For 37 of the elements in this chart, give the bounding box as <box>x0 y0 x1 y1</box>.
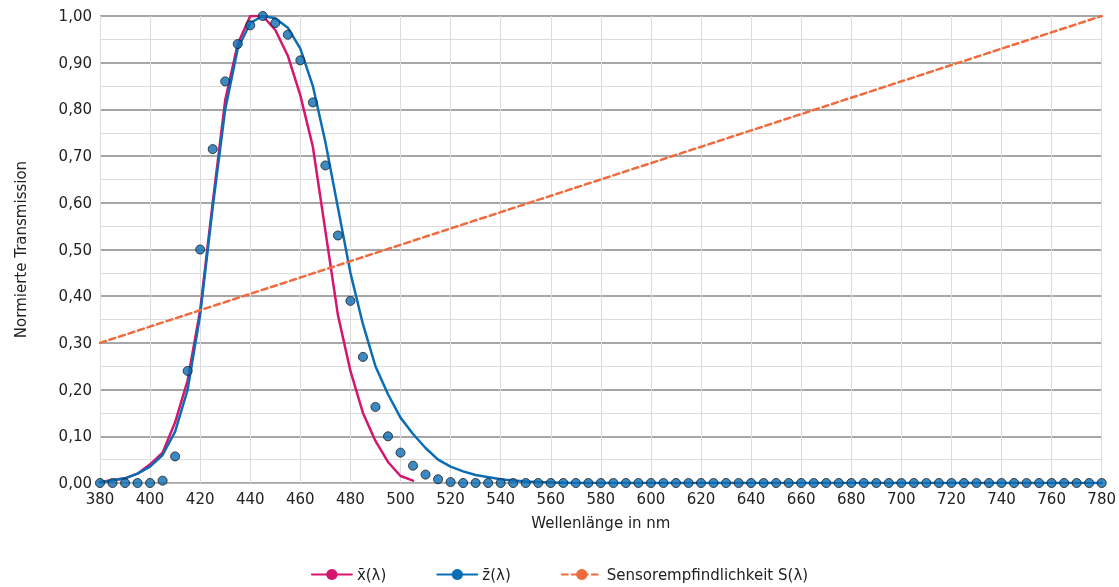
y-tick-label: 0,90 <box>58 53 92 72</box>
x-tick-label: 680 <box>836 489 866 508</box>
x-tick-label: 760 <box>1037 489 1066 508</box>
legend-label: Sensorempfindlichkeit S(λ) <box>606 565 809 584</box>
x-tick-label: 720 <box>937 489 966 508</box>
y-tick-label: 0,20 <box>58 380 92 399</box>
x-tick-label: 580 <box>586 489 616 508</box>
x-tick-label: 400 <box>135 489 165 508</box>
y-tick-label: 0,30 <box>58 333 92 352</box>
x-tick-label: 540 <box>486 489 515 508</box>
x-tick-label: 700 <box>887 489 916 508</box>
y-tick-label: 0,00 <box>58 474 92 492</box>
x-tick-label: 520 <box>436 489 465 508</box>
y-tick-label: 0,60 <box>58 193 92 212</box>
x-tick-label: 600 <box>636 489 666 508</box>
x-tick-label: 480 <box>336 489 365 508</box>
x-tick-label: 660 <box>786 489 816 508</box>
x-axis-title: Wellenlänge in nm <box>531 513 671 532</box>
x-tick-label: 640 <box>736 489 766 508</box>
legend-label: x̄(λ) <box>356 565 387 584</box>
legend-label: z̄(λ) <box>482 565 511 584</box>
y-tick-label: 0,50 <box>58 240 92 259</box>
x-tick-label: 560 <box>536 489 566 508</box>
y-tick-label: 0,70 <box>58 147 92 166</box>
y-tick-label: 1,00 <box>58 7 92 25</box>
x-tick-label: 740 <box>987 489 1016 508</box>
x-tick-label: 780 <box>1087 489 1117 508</box>
y-tick-label: 0,80 <box>58 100 92 119</box>
x-tick-label: 500 <box>386 489 415 508</box>
x-tick-label: 460 <box>286 489 315 508</box>
x-tick-label: 380 <box>85 489 115 508</box>
x-tick-label: 440 <box>235 489 265 508</box>
y-axis-title: Normierte Transmission <box>11 160 30 339</box>
y-tick-label: 0,40 <box>58 287 92 306</box>
y-tick-label: 0,10 <box>58 427 92 446</box>
x-tick-label: 620 <box>686 489 716 508</box>
x-tick-label: 420 <box>185 489 215 508</box>
